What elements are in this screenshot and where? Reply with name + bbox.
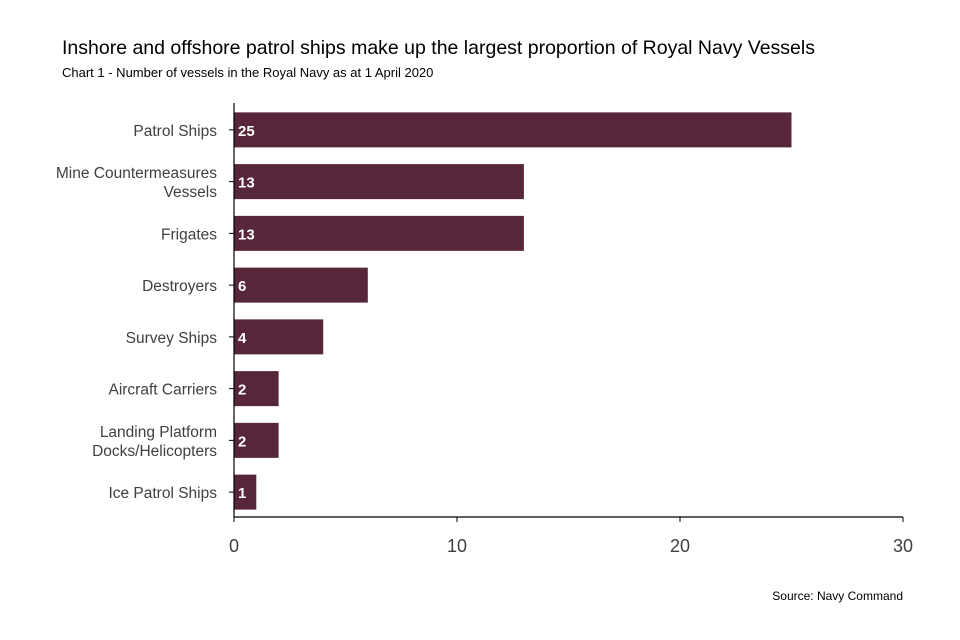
category-label: Landing Platform Docks/Helicopters [92,424,217,460]
data-label: 6 [238,278,246,295]
bar [234,474,257,510]
bar [234,267,368,303]
chart-subtitle: Chart 1 - Number of vessels in the Royal… [62,65,434,80]
x-tick-label: 30 [893,536,913,556]
category-label: Aircraft Carriers [108,382,217,399]
data-label: 4 [238,330,247,347]
chart-title: Inshore and offshore patrol ships make u… [62,37,815,59]
category-label: Frigates [161,226,217,243]
data-label: 13 [238,175,255,192]
bar [234,215,524,251]
data-label: 25 [238,123,255,140]
data-label: 13 [238,226,255,243]
bar [234,112,792,148]
x-tick-label: 20 [670,536,690,556]
data-label: 1 [238,485,246,502]
bar [234,319,324,355]
data-label: 2 [238,433,246,450]
category-label: Destroyers [142,278,217,295]
category-label: Patrol Ships [133,123,217,140]
bar [234,164,524,200]
category-label: Survey Ships [126,330,218,347]
x-tick-label: 10 [447,536,467,556]
category-label: Ice Patrol Ships [108,485,217,502]
source-note: Source: Navy Command [772,589,903,603]
data-label: 2 [238,382,246,399]
x-tick-label: 0 [229,536,239,556]
category-label: Mine Countermeasures Vessels [56,165,217,201]
bar [234,422,279,458]
bar [234,371,279,407]
